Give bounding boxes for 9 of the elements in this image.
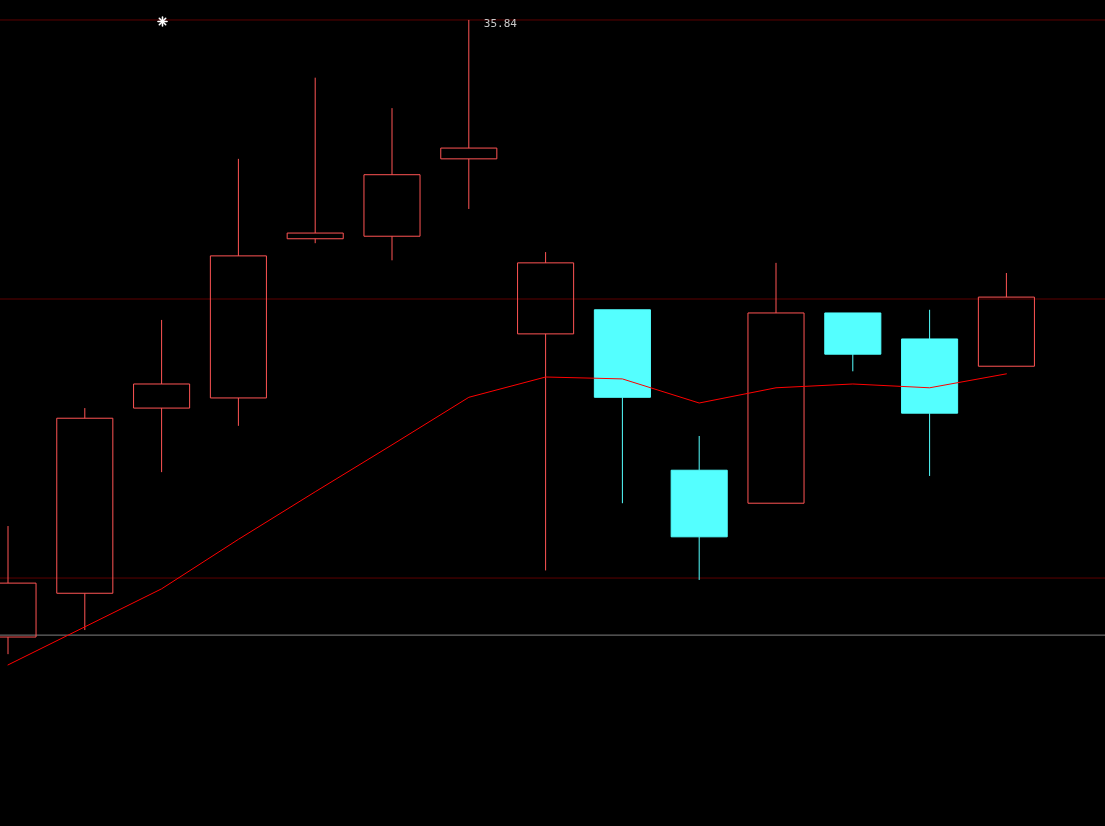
candlestick [133,319,191,473]
candlestick [363,107,421,261]
candlestick [56,407,114,631]
candlestick [670,435,728,581]
annotation: 35.84 [483,16,518,30]
candlestick [286,77,344,244]
candlestick [517,251,575,571]
candlestick [901,309,959,477]
candlestick [209,158,267,427]
